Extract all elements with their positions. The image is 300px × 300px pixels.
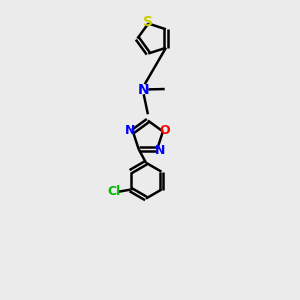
Text: Cl: Cl [108,185,121,198]
Text: O: O [160,124,170,137]
Text: N: N [125,124,136,137]
Text: N: N [154,144,165,157]
Text: S: S [143,15,153,29]
Text: N: N [138,83,149,97]
